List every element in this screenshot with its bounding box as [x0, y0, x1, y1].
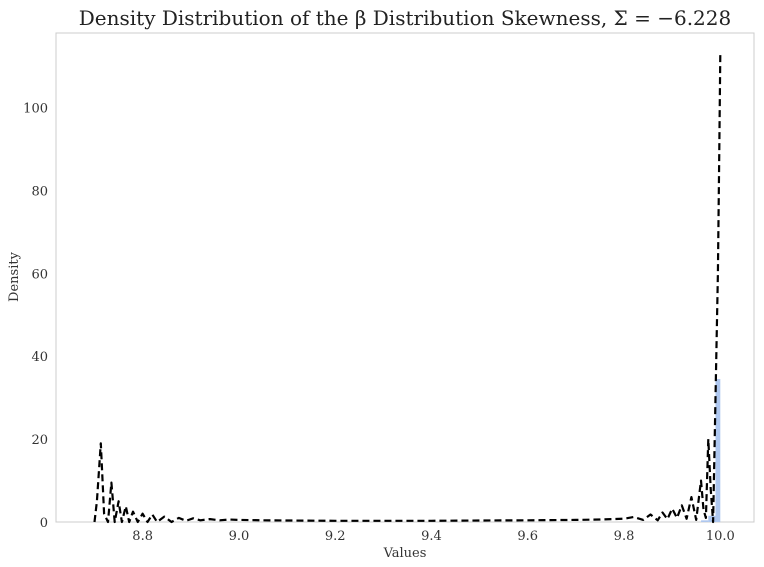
y-tick-label: 60 [31, 267, 48, 282]
x-tick-label: 9.4 [421, 529, 442, 544]
y-tick-labels: 0 20 40 60 80 100 [23, 102, 48, 531]
x-tick-label: 9.8 [614, 529, 635, 544]
histogram-bar [701, 520, 709, 522]
x-axis-label: Values [383, 546, 427, 561]
x-tick-label: 9.6 [517, 529, 538, 544]
y-tick-label: 40 [31, 350, 48, 365]
histogram-bar [715, 379, 721, 522]
y-tick-label: 80 [31, 184, 48, 199]
y-tick-label: 20 [31, 433, 48, 448]
histogram-bar [708, 515, 716, 522]
x-tick-label: 10.0 [706, 529, 735, 544]
plot-area-frame [55, 32, 755, 523]
histogram-bars [701, 379, 721, 522]
y-tick-label: 100 [23, 102, 48, 117]
x-tick-labels: 8.8 9.0 9.2 9.4 9.6 9.8 10.0 [132, 529, 734, 544]
chart-title: Density Distribution of the β Distributi… [79, 6, 731, 30]
kde-curve [93, 53, 722, 524]
y-tick-label: 0 [40, 516, 48, 531]
kde-line [93, 53, 722, 524]
x-tick-label: 9.2 [325, 529, 346, 544]
x-tick-label: 9.0 [229, 529, 250, 544]
y-axis-label: Density [7, 251, 22, 302]
x-tick-label: 8.8 [132, 529, 153, 544]
